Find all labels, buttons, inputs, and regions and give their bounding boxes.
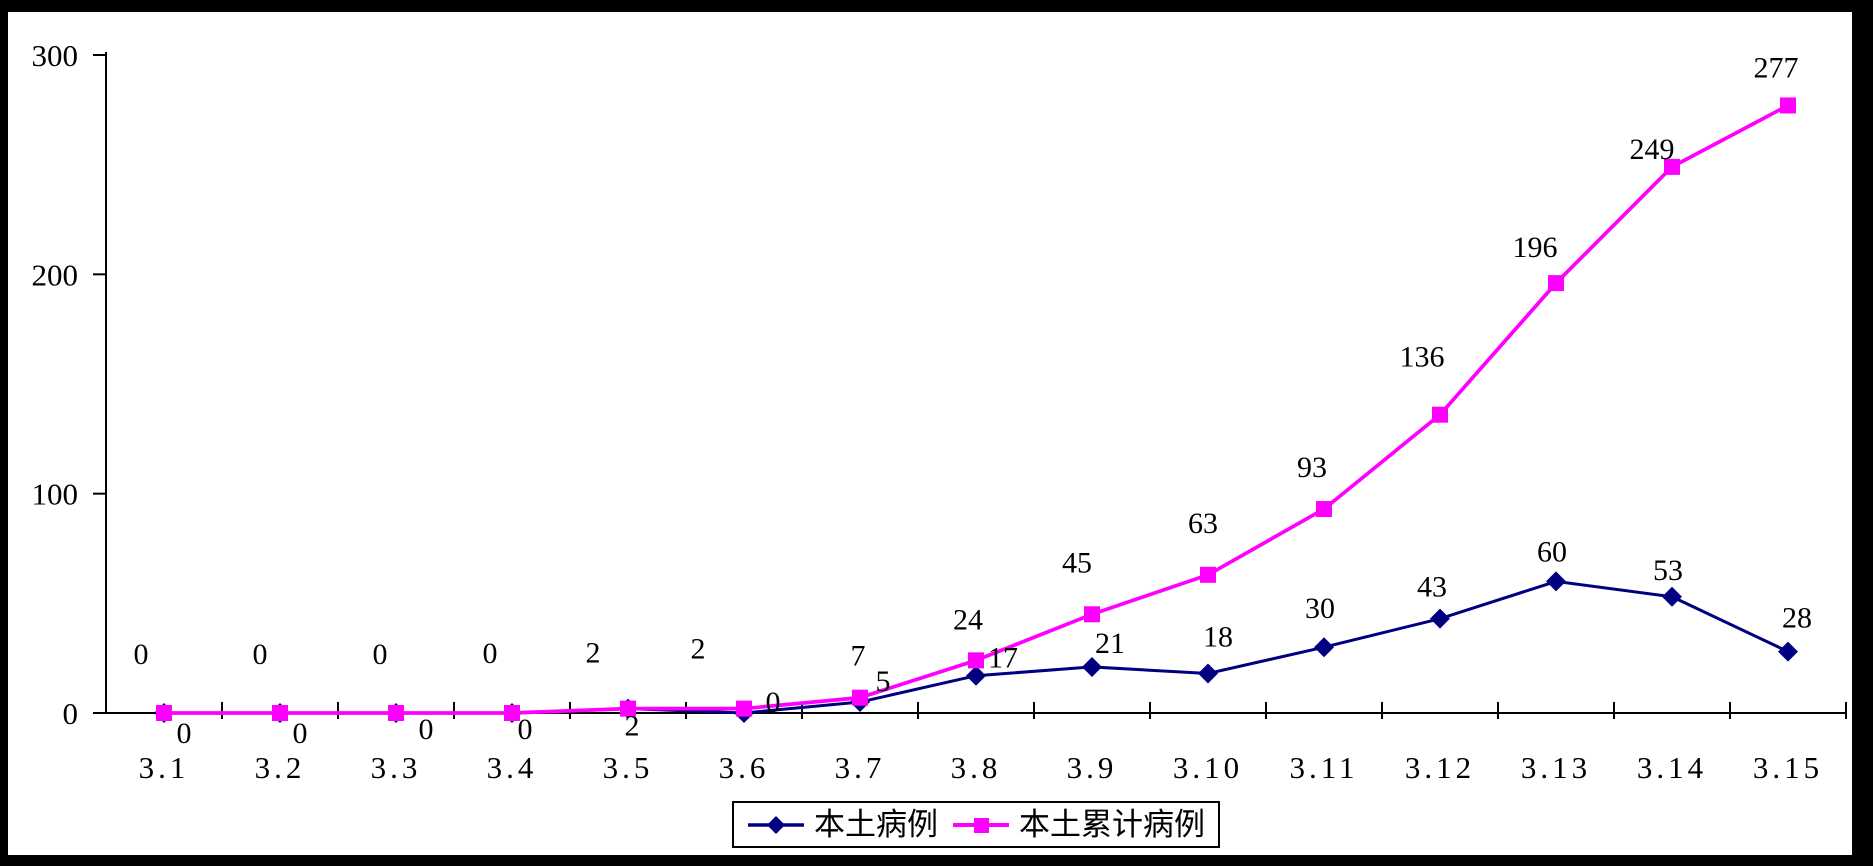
series-1-marker xyxy=(852,689,868,706)
series-0-data-label: 0 xyxy=(293,717,308,750)
series-1-marker xyxy=(1548,275,1564,292)
y-tick-label: 100 xyxy=(32,477,79,512)
series-1-data-label: 2 xyxy=(586,637,601,670)
series-0-marker xyxy=(1082,656,1102,677)
series-0-data-label: 0 xyxy=(518,713,533,746)
series-1-marker xyxy=(1432,406,1448,423)
series-0-data-label: 17 xyxy=(988,642,1018,675)
x-tick-label: 3.11 xyxy=(1289,750,1358,785)
legend-item-local-cases: 本土病例 xyxy=(747,809,938,840)
series-0-data-label: 5 xyxy=(876,665,891,698)
x-tick-label: 3.6 xyxy=(719,750,770,785)
x-tick-label: 3.3 xyxy=(371,750,422,785)
series-1-data-label: 277 xyxy=(1754,51,1799,84)
x-tick-label: 3.7 xyxy=(835,750,886,785)
series-1-marker xyxy=(620,700,636,717)
series-0-data-label: 53 xyxy=(1653,554,1683,587)
diamond-marker-icon xyxy=(748,815,804,834)
series-line-0 xyxy=(164,579,1789,715)
x-tick-label: 3.8 xyxy=(951,750,1002,785)
series-1-data-label: 93 xyxy=(1297,451,1327,484)
series-1-data-label: 2 xyxy=(691,633,706,666)
series-0-data-label: 28 xyxy=(1782,602,1812,635)
series-1-marker xyxy=(504,705,520,721)
series-1-marker xyxy=(388,705,404,721)
x-tick-label: 3.12 xyxy=(1405,750,1475,785)
series-1-marker xyxy=(272,705,288,721)
y-tick-label: 300 xyxy=(32,38,79,73)
series-1-data-label: 0 xyxy=(373,638,388,671)
series-0-marker xyxy=(1546,571,1566,592)
series-0-data-label: 18 xyxy=(1203,621,1233,654)
x-tick-label: 3.15 xyxy=(1753,750,1823,785)
series-1-data-label: 196 xyxy=(1513,231,1558,264)
series-1-marker xyxy=(1084,606,1100,623)
series-1-marker xyxy=(1664,158,1680,175)
x-tick-label: 3.5 xyxy=(603,750,654,785)
series-1-data-label: 24 xyxy=(953,603,983,636)
y-tick-label: 200 xyxy=(32,257,79,292)
x-tick-label: 3.4 xyxy=(487,750,538,785)
series-1-marker xyxy=(968,652,984,669)
x-tick-label: 3.14 xyxy=(1637,750,1707,785)
series-0-data-label: 0 xyxy=(766,686,781,719)
series-0-marker xyxy=(1778,641,1798,662)
series-1-data-label: 0 xyxy=(483,637,498,670)
series-0-data-label: 0 xyxy=(177,717,192,750)
series-0-data-label: 2 xyxy=(625,710,640,743)
series-1-data-label: 7 xyxy=(851,640,866,673)
series-1-data-label: 249 xyxy=(1630,133,1675,166)
series-1-data-label: 0 xyxy=(253,638,268,671)
series-1-data-label: 45 xyxy=(1062,546,1092,579)
series-1-marker xyxy=(1780,97,1796,114)
series-0-marker xyxy=(1430,608,1450,629)
series-1-marker xyxy=(736,700,752,717)
x-tick-label: 3.10 xyxy=(1173,750,1243,785)
series-1-marker xyxy=(156,705,172,721)
series-0-data-label: 30 xyxy=(1305,592,1335,625)
x-tick-label: 3.9 xyxy=(1067,750,1118,785)
series-1-data-label: 136 xyxy=(1400,341,1445,374)
legend-item-cumulative-cases: 本土累计病例 xyxy=(952,809,1205,840)
legend-label-cumulative-cases: 本土累计病例 xyxy=(1019,807,1205,842)
series-0-data-label: 43 xyxy=(1417,571,1447,604)
y-tick-label: 0 xyxy=(63,696,79,731)
series-0-data-label: 60 xyxy=(1537,535,1567,568)
series-0-marker xyxy=(1662,586,1682,607)
x-tick-label: 3.2 xyxy=(255,750,306,785)
square-marker-icon xyxy=(953,817,1009,833)
series-0-marker xyxy=(1198,663,1218,684)
legend-box: 本土病例 本土累计病例 xyxy=(732,801,1220,848)
series-1-data-label: 0 xyxy=(134,638,149,671)
x-tick-label: 3.13 xyxy=(1521,750,1591,785)
x-tick-label: 3.1 xyxy=(139,750,190,785)
series-0-data-label: 0 xyxy=(419,713,434,746)
series-1-data-label: 63 xyxy=(1188,507,1218,540)
series-0-marker xyxy=(966,665,986,686)
series-0-data-label: 21 xyxy=(1095,627,1125,660)
series-1-marker xyxy=(1200,566,1216,583)
legend-label-local-cases: 本土病例 xyxy=(814,807,938,842)
series-1-marker xyxy=(1316,501,1332,518)
series-0-marker xyxy=(1314,637,1334,658)
